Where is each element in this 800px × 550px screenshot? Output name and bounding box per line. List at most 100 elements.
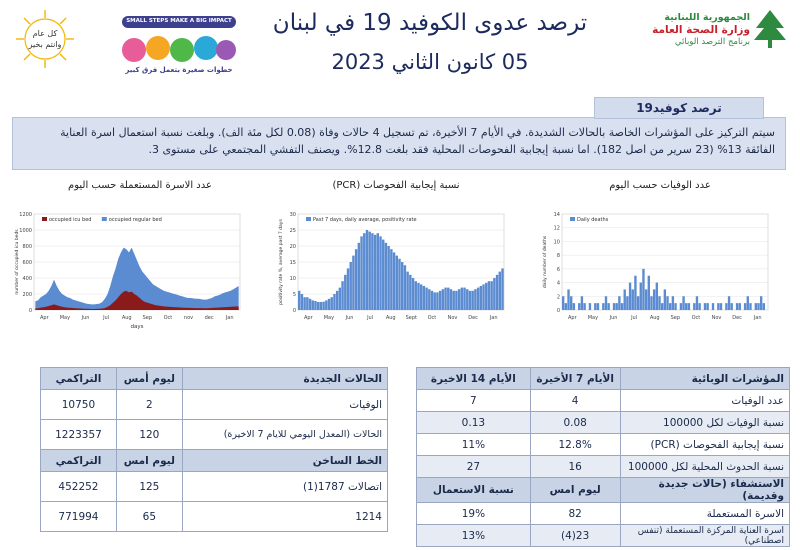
row-label: عدد الوفيات [619, 389, 791, 412]
bar [325, 300, 328, 310]
bar [311, 300, 314, 310]
y-tick-label: 8 [557, 253, 560, 259]
bar [647, 275, 650, 310]
legend-label: occupied regular bed [109, 217, 162, 223]
bar [682, 296, 685, 310]
y-tick-label: 1200 [19, 212, 32, 218]
y-tick-label: 5 [293, 292, 296, 298]
x-tick-label: Apr [40, 315, 50, 321]
bar [639, 282, 642, 310]
bar [466, 289, 469, 310]
bar [373, 234, 377, 310]
row-value-14d: 11% [416, 433, 531, 456]
row-label: 1214 [181, 501, 389, 532]
legend-label: occupied icu bed [49, 217, 91, 223]
bar [604, 296, 608, 310]
ministry-line2: وزارة الصحة العامة [652, 23, 750, 36]
x-tick-label: Sep [671, 315, 680, 321]
bar [455, 290, 458, 310]
bar [626, 296, 629, 310]
pcr-chart: 0 5 10 15 20 25 30 Past 7 days, daily average, … [278, 212, 505, 321]
x-tick-label: Nov [448, 315, 458, 321]
x-tick-label: Oct [164, 315, 173, 321]
row-value-7d: 16 [529, 455, 621, 478]
badge-line1: كل عام [32, 29, 58, 38]
bar [300, 294, 304, 310]
cases-header-label: الحالات الجديدة [181, 367, 389, 390]
y-tick-label: 20 [290, 244, 296, 250]
bar [759, 296, 763, 310]
deaths-caption: عدد الوفيات حسب اليوم [609, 180, 711, 191]
x-tick-label: Jan [489, 315, 498, 321]
row-label: اتصالات 1787(1) [181, 471, 389, 502]
x-tick-label: Dec [468, 315, 478, 321]
y-tick-label: 0 [293, 308, 296, 314]
legend-swatch [306, 217, 311, 221]
bar [623, 289, 626, 310]
bar [314, 301, 317, 310]
bar [695, 296, 699, 310]
deaths-chart: 0 2 4 6 8 10 12 14 Daily deaths Apr May Jun Jul Aug Se… [542, 212, 769, 321]
series-area-icu [35, 290, 239, 310]
indicators-header-label: المؤشرات الوبائية [619, 367, 791, 390]
x-tick-label: Jun [81, 315, 90, 321]
bar [685, 303, 688, 310]
bar [749, 303, 752, 310]
y-tick-label: 6 [557, 267, 560, 273]
report-date: 05 كانون الثاني 2023 [331, 50, 529, 74]
y-tick-label: 0 [29, 308, 32, 314]
bar [308, 298, 312, 310]
cedar-icon [752, 8, 788, 52]
x-tick-label: Jul [630, 315, 637, 321]
table-row: الوفيات 2 10750 [40, 389, 389, 420]
x-tick-label: Apr [304, 315, 314, 321]
bar [596, 303, 600, 310]
bar [403, 265, 407, 310]
bar [401, 262, 404, 310]
hotline-header-yesterday: ليوم امس [115, 449, 183, 472]
bar [344, 274, 347, 310]
hotline-header-cumulative: التراكمي [40, 449, 117, 472]
x-tick-label: Apr [568, 315, 578, 321]
bar [352, 255, 355, 310]
bar [387, 246, 390, 310]
row-label: اسرة العناية المركزة المستعملة (تنفس اصط… [619, 524, 791, 547]
bar [562, 296, 565, 310]
legend-swatch [42, 217, 47, 221]
bar [382, 239, 385, 310]
bar [349, 262, 352, 310]
badge-line2: وانتم بخير [28, 40, 62, 49]
bar [727, 296, 731, 310]
x-tick-label: Nov [712, 315, 722, 321]
bar [363, 233, 366, 310]
bar [430, 290, 434, 310]
cases-table: الحالات الجديدة ليوم أمس التراكمي الوفيا… [40, 367, 389, 532]
y-tick-label: 10 [554, 239, 560, 245]
bar [390, 249, 393, 310]
bar [319, 302, 323, 310]
bar [564, 303, 568, 310]
x-tick-label: Aug [386, 315, 396, 321]
summary-text-line2: الفائقة 13% (23 سرير من اصل 182). اما نس… [148, 143, 775, 156]
hospital-header-yesterday: ليوم امس [529, 477, 621, 503]
bar [479, 286, 483, 310]
bar [743, 303, 747, 310]
bar [495, 274, 499, 310]
bar [441, 289, 445, 310]
y-tick-label: 30 [290, 212, 296, 218]
row-label: نسبة إيجابية الفحوصات (PCR) [619, 433, 791, 456]
x-tick-label: Jun [609, 315, 618, 321]
bar [620, 303, 624, 310]
x-tick-label: Jan [753, 315, 762, 321]
bar [398, 258, 401, 310]
cases-header-yesterday: ليوم أمس [115, 367, 183, 390]
y-axis-label: positivity rate %, average past 7 days [278, 219, 284, 305]
ministry-line1: الجمهورية اللبنانية [664, 12, 750, 23]
bar [474, 289, 477, 310]
bar [687, 303, 691, 310]
bar [476, 287, 480, 310]
row-label: نسبة الحدوث المحلية لكل 100000 [619, 455, 791, 478]
bar [498, 271, 501, 310]
bar [414, 281, 417, 310]
bar [725, 303, 728, 310]
